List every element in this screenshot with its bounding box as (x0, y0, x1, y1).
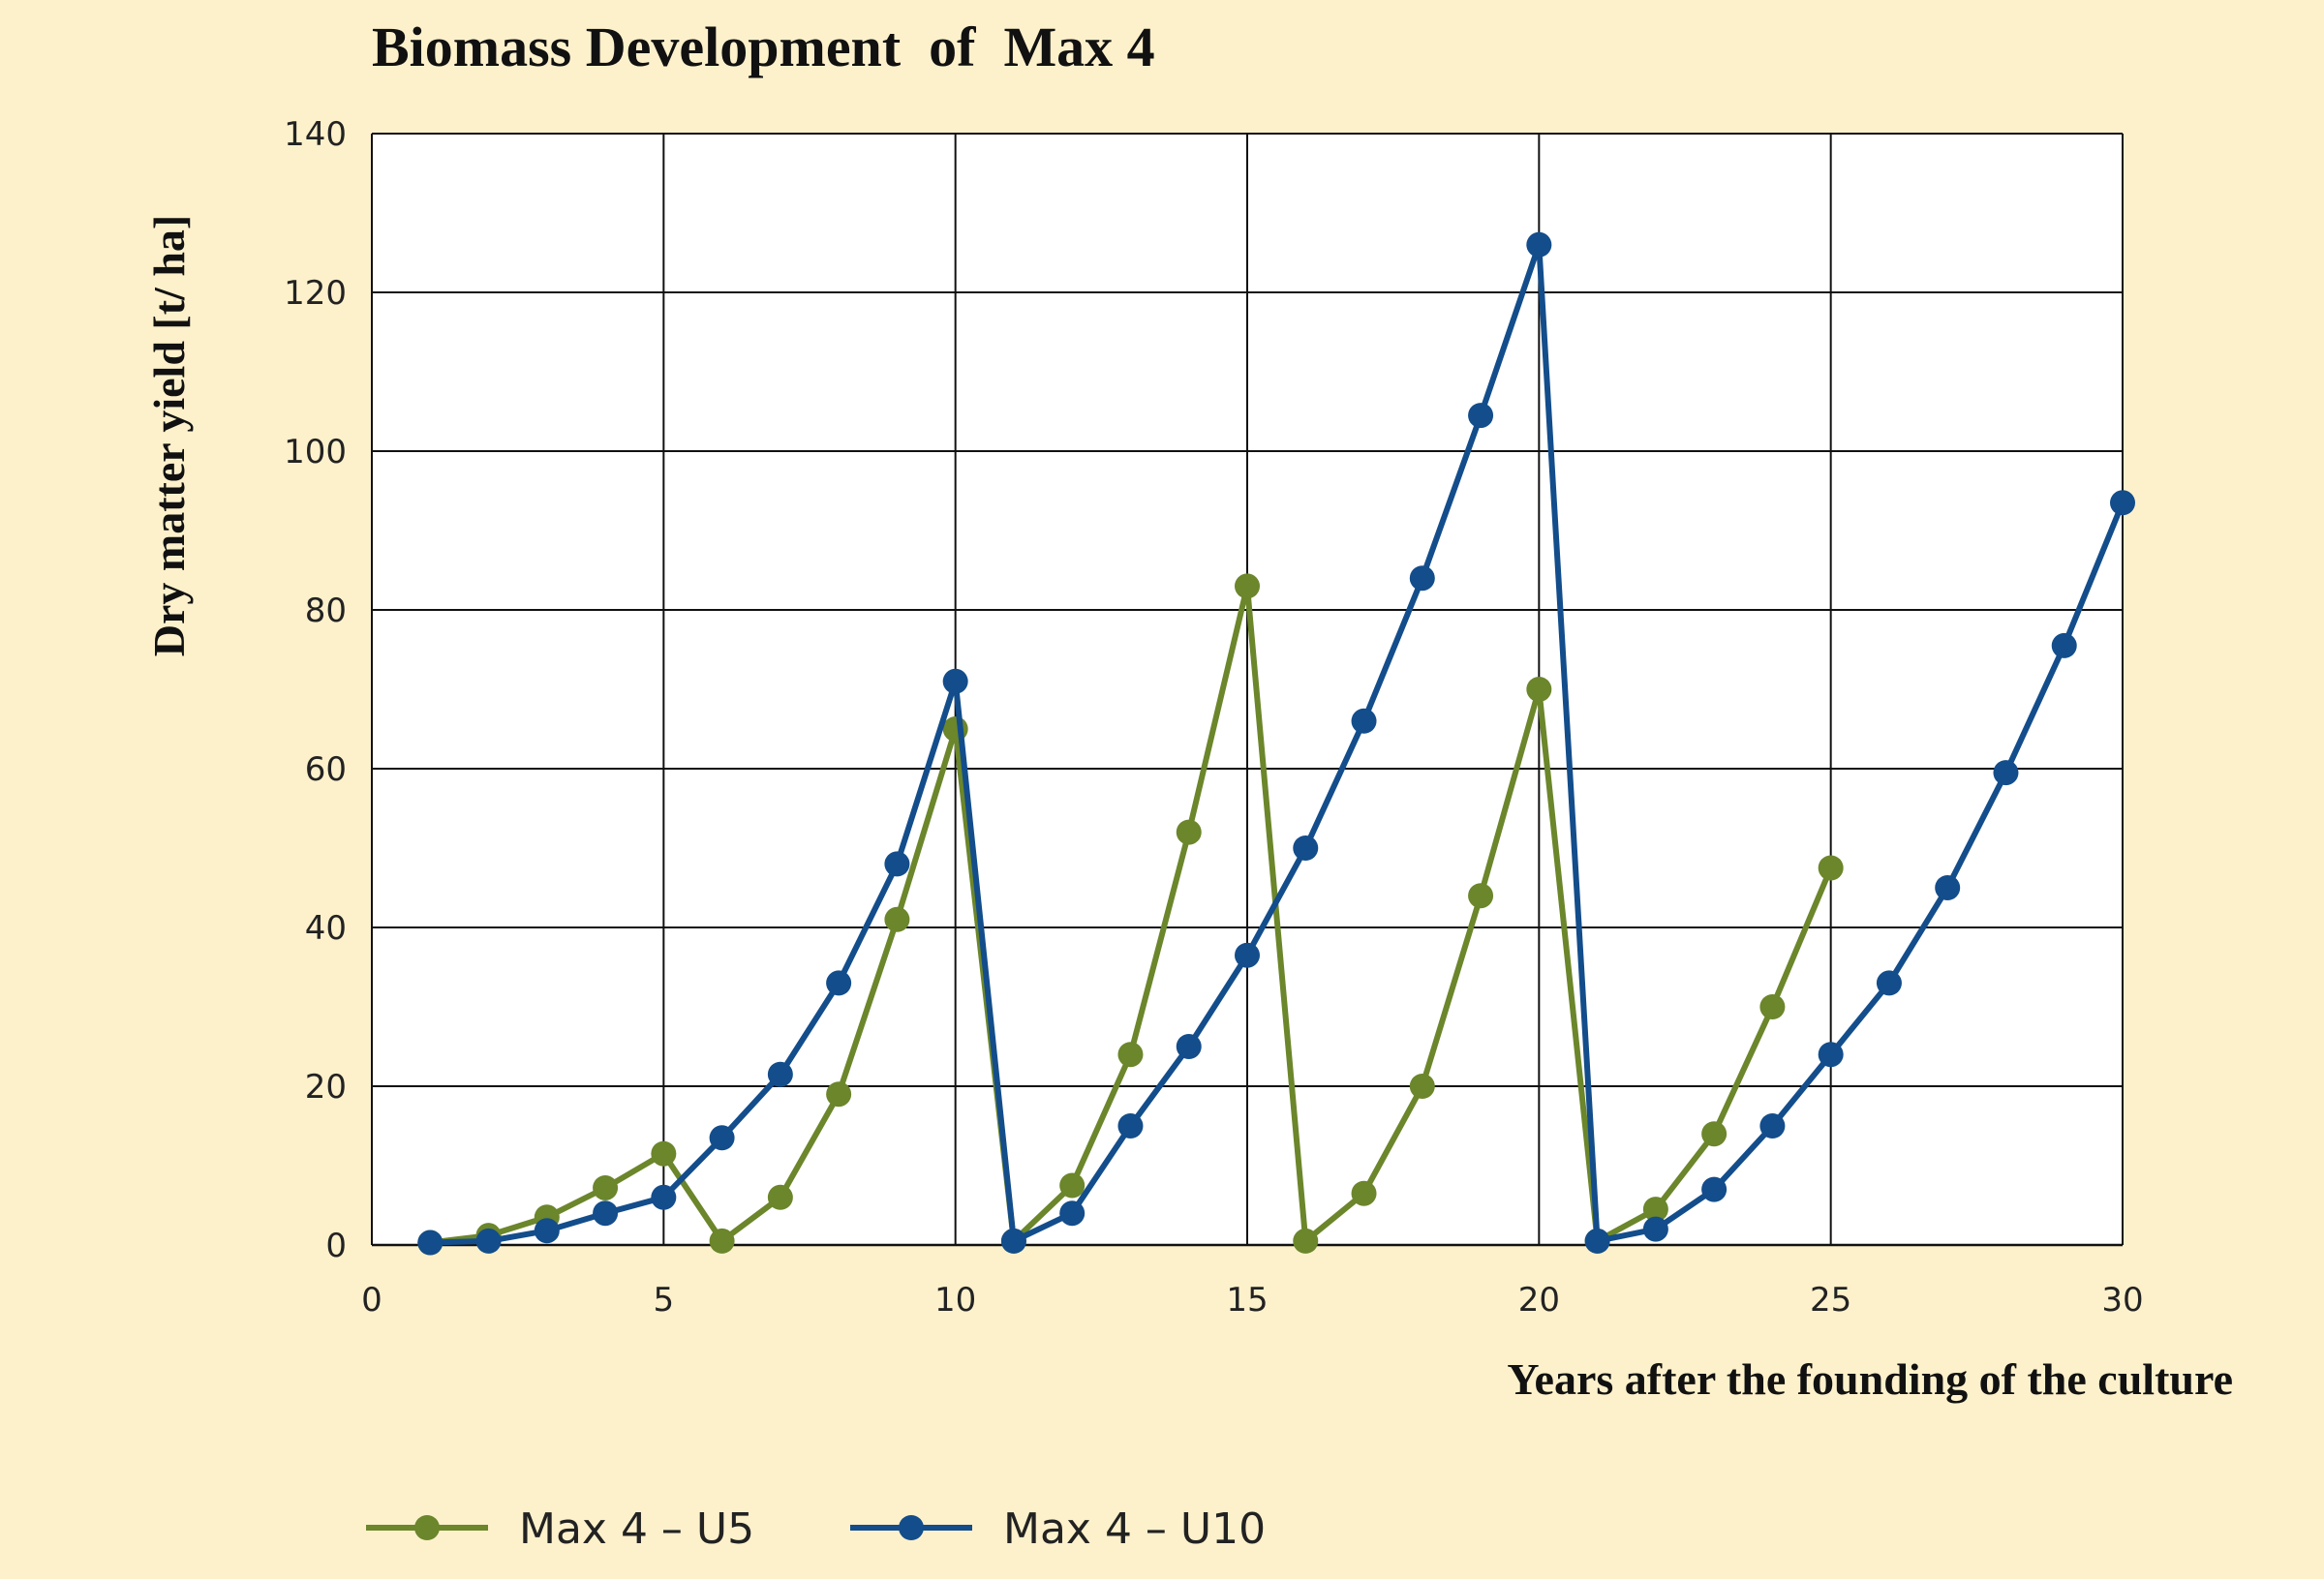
y-tick-label: 80 (305, 592, 347, 630)
data-point (1468, 403, 1494, 429)
data-point (1059, 1172, 1086, 1199)
y-tick-label: 60 (305, 750, 347, 789)
data-point (767, 1184, 793, 1210)
data-point (1759, 1113, 1786, 1139)
data-point (1409, 1074, 1435, 1099)
data-point (1876, 970, 1902, 996)
y-tick-label: 140 (284, 115, 347, 154)
y-axis-title: Dry matter yield [t/ ha] (144, 215, 194, 656)
data-point (1818, 855, 1844, 881)
data-point (1176, 819, 1202, 845)
data-point (1235, 573, 1260, 599)
data-point (651, 1184, 677, 1210)
y-tick-labels: 0 20 40 60 80 100 120 140 (284, 115, 347, 1265)
legend: Max 4 – U5 Max 4 – U10 (366, 1504, 1266, 1554)
data-series (417, 231, 2135, 1256)
y-tick-label: 100 (284, 433, 347, 471)
legend-label: Max 4 – U10 (1003, 1504, 1266, 1554)
data-point (1584, 1228, 1610, 1254)
data-point (1409, 565, 1435, 592)
data-point (709, 1228, 735, 1254)
data-point (1642, 1216, 1668, 1242)
x-tick-label: 5 (654, 1281, 675, 1320)
data-point (2110, 490, 2135, 516)
legend-item: Max 4 – U5 (366, 1504, 754, 1554)
legend-swatch-marker (899, 1515, 924, 1540)
data-point (1117, 1042, 1144, 1068)
x-tick-label: 25 (1810, 1281, 1851, 1320)
data-point (1642, 1197, 1668, 1223)
data-point (1176, 1034, 1202, 1059)
series-2 (417, 231, 2135, 1256)
data-point (1468, 883, 1494, 909)
data-point (1759, 994, 1786, 1019)
y-tick-label: 120 (284, 274, 347, 313)
y-tick-label: 40 (305, 909, 347, 948)
x-tick-label: 0 (361, 1281, 382, 1320)
legend-item: Max 4 – U10 (850, 1504, 1266, 1554)
data-point (1701, 1121, 1728, 1147)
x-tick-labels: 0 5 10 15 20 25 30 (361, 1281, 2143, 1320)
data-point (1351, 1180, 1377, 1206)
data-point (1701, 1176, 1728, 1202)
data-point (1059, 1200, 1086, 1227)
y-tick-label: 20 (305, 1068, 347, 1107)
data-point (651, 1140, 677, 1167)
x-tick-label: 10 (934, 1281, 976, 1320)
y-tick-label: 0 (325, 1227, 347, 1265)
data-point (534, 1218, 560, 1244)
x-tick-label: 20 (1518, 1281, 1560, 1320)
data-point (1117, 1113, 1144, 1139)
legend-swatch-marker (414, 1515, 440, 1540)
data-point (593, 1174, 619, 1200)
data-point (1351, 708, 1377, 734)
x-axis-title: Years after the founding of the culture (1507, 1354, 2233, 1404)
data-point (1526, 231, 1552, 258)
x-tick-label: 15 (1226, 1281, 1268, 1320)
data-point (767, 1061, 793, 1087)
chart-title: Biomass Development of Max 4 (372, 15, 1155, 78)
data-point (1818, 1042, 1844, 1068)
series-line (430, 241, 2125, 1246)
data-point (1293, 1228, 1319, 1254)
data-point (2051, 632, 2077, 658)
x-tick-label: 30 (2101, 1281, 2143, 1320)
data-point (884, 851, 910, 877)
data-point (1000, 1228, 1026, 1254)
data-point (826, 970, 852, 996)
legend-label: Max 4 – U5 (519, 1504, 754, 1554)
data-point (1526, 677, 1552, 702)
data-point (593, 1200, 619, 1227)
data-point (884, 906, 910, 932)
data-point (417, 1230, 443, 1256)
data-point (1993, 760, 2019, 786)
data-point (826, 1081, 852, 1108)
data-point (709, 1125, 735, 1151)
data-point (942, 668, 968, 694)
data-point (1293, 835, 1319, 861)
data-point (1935, 875, 1961, 900)
data-point (1235, 942, 1260, 968)
data-point (475, 1228, 502, 1254)
